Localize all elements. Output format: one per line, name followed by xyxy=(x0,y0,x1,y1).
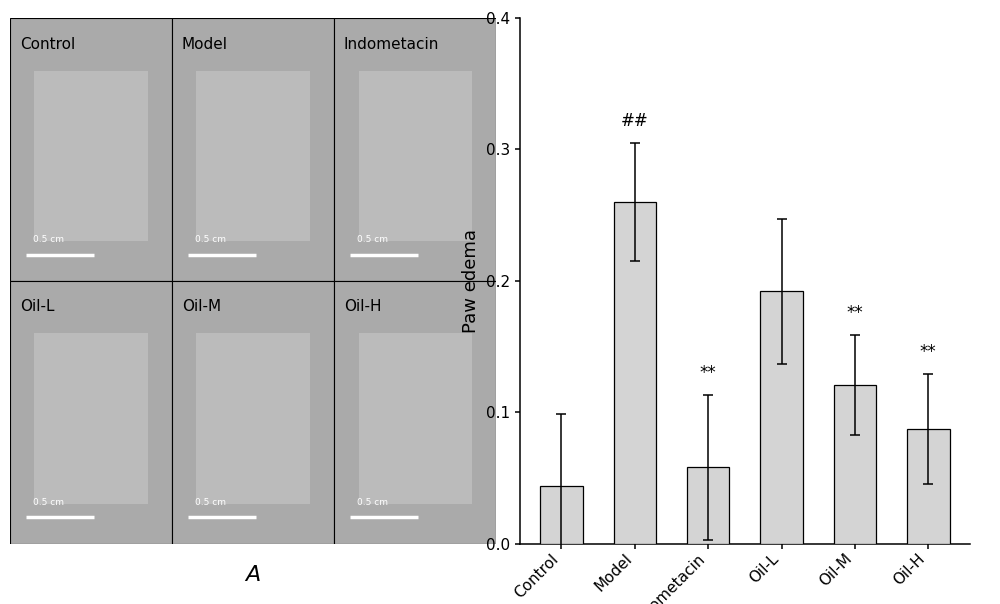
Text: 0.5 cm: 0.5 cm xyxy=(33,498,64,507)
Text: Oil-L: Oil-L xyxy=(20,299,54,314)
Bar xyxy=(172,281,334,544)
Text: A: A xyxy=(246,565,261,585)
Bar xyxy=(907,429,950,544)
Text: 0.5 cm: 0.5 cm xyxy=(357,498,388,507)
Text: 0.5 cm: 0.5 cm xyxy=(195,498,226,507)
Bar xyxy=(196,333,310,504)
Bar xyxy=(196,71,310,242)
Bar xyxy=(359,71,472,242)
Bar xyxy=(10,281,172,544)
Text: **: ** xyxy=(847,304,863,321)
Text: 0.5 cm: 0.5 cm xyxy=(357,235,388,244)
Bar xyxy=(10,18,172,281)
Bar xyxy=(334,18,496,281)
Bar xyxy=(540,486,583,544)
Bar xyxy=(172,18,334,281)
Text: **: ** xyxy=(920,343,937,361)
Bar xyxy=(834,385,876,544)
Bar xyxy=(34,333,148,504)
Bar xyxy=(359,333,472,504)
Bar xyxy=(614,202,656,544)
Text: **: ** xyxy=(700,364,717,382)
Text: ##: ## xyxy=(621,112,649,130)
Text: Oil-M: Oil-M xyxy=(182,299,221,314)
Bar xyxy=(34,71,148,242)
Text: 0.5 cm: 0.5 cm xyxy=(33,235,64,244)
Bar xyxy=(760,291,803,544)
Text: Oil-H: Oil-H xyxy=(344,299,381,314)
Text: Control: Control xyxy=(20,36,75,51)
Text: Indometacin: Indometacin xyxy=(344,36,439,51)
Y-axis label: Paw edema: Paw edema xyxy=(462,229,480,333)
Text: 0.5 cm: 0.5 cm xyxy=(195,235,226,244)
Bar xyxy=(334,281,496,544)
Bar xyxy=(687,467,729,544)
Text: Model: Model xyxy=(182,36,228,51)
